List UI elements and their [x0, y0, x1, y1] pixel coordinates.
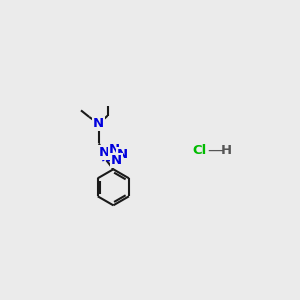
Text: —: — — [207, 143, 223, 158]
Text: N: N — [117, 148, 128, 161]
Text: N: N — [109, 143, 120, 156]
Text: Cl: Cl — [193, 144, 207, 157]
Text: N: N — [98, 146, 110, 159]
Text: N: N — [93, 117, 104, 130]
Text: N: N — [111, 154, 122, 167]
Text: H: H — [221, 144, 232, 157]
